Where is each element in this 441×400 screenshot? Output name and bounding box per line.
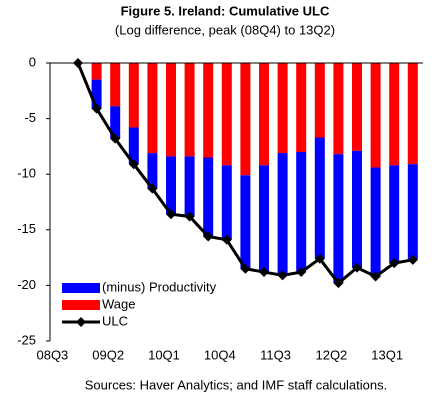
bar <box>333 154 344 284</box>
bar <box>203 63 214 158</box>
marker <box>277 270 288 281</box>
marker <box>240 263 251 274</box>
bar <box>389 63 400 166</box>
x-tick-label: 13Q1 <box>371 347 403 362</box>
bar <box>91 63 102 80</box>
bar <box>221 165 232 240</box>
bar <box>370 63 381 168</box>
x-tick-label: 11Q3 <box>260 347 291 362</box>
y-tick-label: -10 <box>17 166 36 181</box>
marker <box>221 234 232 245</box>
bar <box>389 165 400 264</box>
chart-title: Figure 5. Ireland: Cumulative ULC <box>121 3 330 18</box>
bar <box>407 63 418 165</box>
legend-swatch <box>62 283 100 293</box>
bar <box>147 63 158 154</box>
marker <box>91 103 102 114</box>
bar <box>370 167 381 277</box>
marker <box>128 159 139 170</box>
legend-swatch <box>62 300 100 310</box>
bar <box>184 156 195 217</box>
bar <box>203 157 214 237</box>
source-note: Sources: Haver Analytics; and IMF staff … <box>85 377 388 392</box>
bar <box>352 63 362 151</box>
bar <box>128 127 139 165</box>
legend-label: ULC <box>102 313 128 328</box>
marker <box>352 262 362 273</box>
bar <box>259 63 269 166</box>
x-tick-label: 08Q3 <box>36 347 68 362</box>
x-tick-label: 10Q1 <box>148 347 180 362</box>
marker <box>314 253 325 264</box>
chart-subtitle: (Log difference, peak (08Q4) to 13Q2) <box>115 22 335 37</box>
bar <box>91 79 102 109</box>
legend-label: (minus) Productivity <box>102 279 217 294</box>
bar <box>240 63 251 176</box>
bar <box>128 63 139 128</box>
bar <box>314 63 325 138</box>
marker <box>333 278 344 289</box>
bar <box>259 165 269 273</box>
bar <box>110 106 121 139</box>
marker <box>184 211 195 222</box>
marker <box>259 267 269 278</box>
bar <box>296 63 307 152</box>
bar <box>184 63 195 157</box>
y-tick-label: -15 <box>17 221 36 236</box>
y-tick-label: -20 <box>17 277 36 292</box>
bar <box>110 63 121 107</box>
marker <box>203 231 214 242</box>
marker <box>370 271 381 282</box>
bar <box>277 153 288 276</box>
bar <box>407 164 418 260</box>
marker <box>166 209 176 220</box>
bar <box>166 63 176 157</box>
y-tick-label: -5 <box>24 110 36 125</box>
bar <box>166 156 176 215</box>
bar <box>221 63 232 166</box>
bar <box>352 150 362 268</box>
x-tick-label: 10Q4 <box>204 347 236 362</box>
bar <box>333 63 344 155</box>
bar <box>147 153 158 189</box>
marker <box>110 133 121 144</box>
marker <box>407 254 418 265</box>
y-tick-label: 0 <box>29 54 36 69</box>
bar <box>277 63 288 154</box>
marker <box>389 258 400 269</box>
bar <box>296 151 307 273</box>
x-tick-label: 12Q2 <box>315 347 347 362</box>
marker <box>147 183 158 194</box>
x-tick-label: 09Q2 <box>92 347 124 362</box>
y-tick-label: -25 <box>17 332 36 347</box>
bar <box>314 137 325 259</box>
marker <box>296 267 307 278</box>
bar <box>240 175 251 269</box>
legend-label: Wage <box>102 296 135 311</box>
legend-swatch <box>76 317 86 327</box>
